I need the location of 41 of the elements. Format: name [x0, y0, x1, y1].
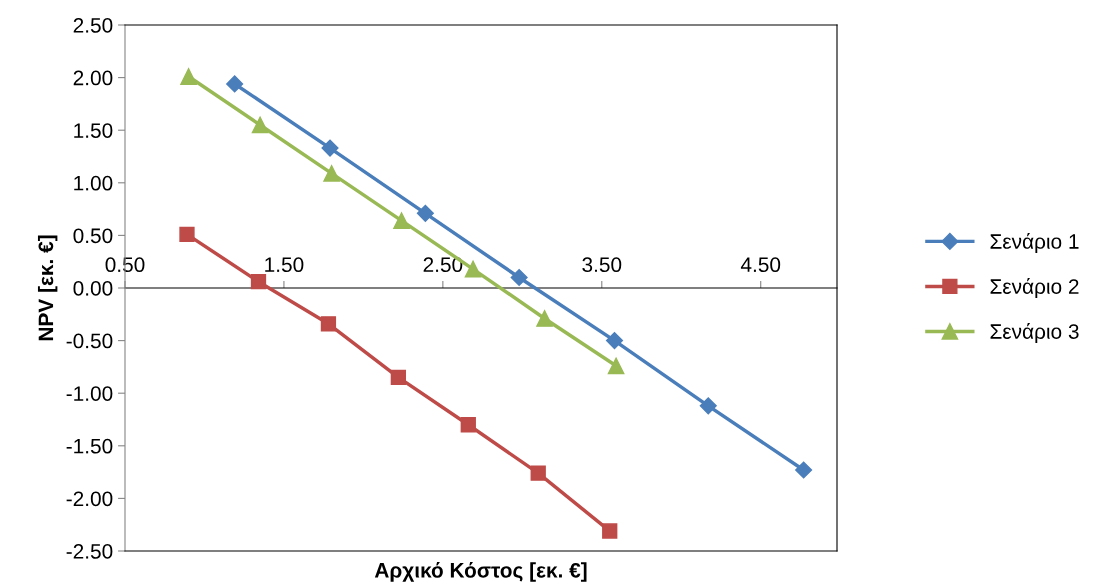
- x-tick-label: 0.50: [105, 257, 145, 273]
- point: [180, 68, 197, 85]
- point: [251, 116, 269, 134]
- y-tick-label: -2.50: [66, 544, 113, 559]
- point: [179, 226, 195, 242]
- point: [536, 310, 553, 327]
- x-tick-label: 4.50: [740, 257, 781, 273]
- point: [699, 397, 717, 415]
- x-axis-title: Αρχικό Κόστος [εκ. €]: [374, 562, 587, 582]
- y-tick-label: -1.00: [66, 386, 113, 401]
- y-tick-label: -1.50: [66, 438, 113, 454]
- y-axis-title: NPV [εκ. €]: [37, 235, 58, 341]
- point: [602, 523, 618, 539]
- point: [530, 465, 546, 481]
- legend-label: Σενάριο 3: [990, 323, 1079, 344]
- y-tick-label: -2.00: [66, 491, 113, 507]
- y-tick-label: 1.50: [74, 123, 113, 138]
- y-tick-label: 2.00: [73, 70, 113, 86]
- legend-label: Σενάριο 1: [990, 232, 1079, 253]
- point: [795, 461, 813, 479]
- point: [321, 139, 339, 157]
- x-tick-label: 3.50: [582, 257, 622, 273]
- legend-label: Σενάριο 2: [990, 277, 1079, 299]
- point: [323, 164, 340, 182]
- y-tick-label: 0.00: [73, 281, 113, 296]
- point: [390, 369, 406, 386]
- point: [416, 204, 434, 222]
- y-tick-label: 0.50: [73, 228, 113, 244]
- point: [510, 268, 528, 287]
- point: [393, 212, 410, 230]
- x-tick-label: 1.50: [265, 257, 304, 273]
- point: [250, 274, 267, 290]
- point: [607, 357, 625, 375]
- point: [464, 260, 482, 278]
- y-tick-label: 2.50: [73, 18, 113, 33]
- y-tick-label: -0.50: [66, 333, 113, 349]
- point: [226, 75, 244, 93]
- y-tick-label: 1.00: [74, 175, 113, 191]
- point: [320, 316, 337, 332]
- point: [460, 417, 476, 433]
- point: [605, 332, 624, 350]
